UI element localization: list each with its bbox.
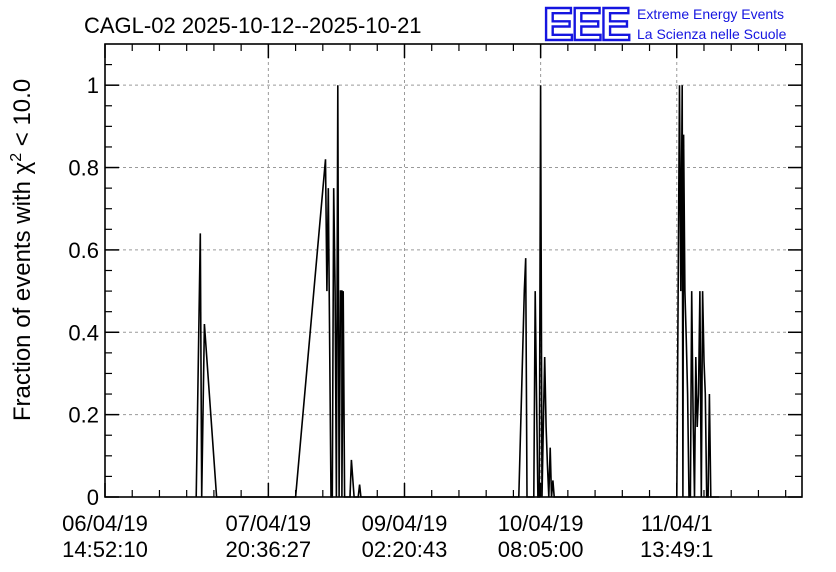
y-axis-label: Fraction of events with χ2 < 10.0: [8, 79, 36, 421]
series-line-fraction: [195, 85, 719, 498]
y-axis-label-suffix: < 10.0: [9, 79, 36, 153]
logo-line-1: Extreme Energy Events: [637, 6, 784, 22]
x-tick-label-date: 09/04/19: [362, 511, 448, 536]
y-axis-label-superscript: 2: [8, 153, 25, 162]
x-tick-label-time: 08:05:00: [498, 537, 584, 562]
y-tick-label: 1: [87, 73, 99, 98]
logo-line-2: La Scienza nelle Scuole: [637, 26, 787, 42]
chart-title: CAGL-02 2025-10-12--2025-10-21: [84, 13, 422, 38]
x-tick-label-time: 13:49:1: [640, 537, 713, 562]
x-tick-label-date: 11/04/1: [641, 511, 713, 536]
y-axis-label-prefix: Fraction of events with χ: [9, 161, 36, 421]
x-tick-label-time: 02:20:43: [362, 537, 448, 562]
y-tick-label: 0.6: [68, 238, 99, 263]
series-layer: [195, 85, 719, 498]
x-tick-label-date: 10/04/19: [498, 511, 584, 536]
y-tick-label: 0: [87, 485, 99, 510]
y-tick-labels: 0 0.2 0.4 0.6 0.8 1: [68, 73, 99, 510]
y-tick-label: 0.2: [68, 403, 99, 428]
y-tick-label: 0.4: [68, 320, 99, 345]
x-tick-label-time: 20:36:27: [226, 537, 312, 562]
axis-ticks: [104, 44, 802, 498]
x-tick-label-time: 14:52:10: [62, 537, 148, 562]
grid-lines: [105, 44, 802, 497]
x-tick-label-date: 06/04/19: [62, 511, 148, 536]
x-tick-label-date: 07/04/19: [226, 511, 312, 536]
y-tick-label: 0.8: [68, 156, 99, 181]
eee-logo: EEE Extreme Energy Events La Scienza nel…: [542, 0, 787, 51]
eee-logo-mark: EEE: [543, 0, 629, 50]
